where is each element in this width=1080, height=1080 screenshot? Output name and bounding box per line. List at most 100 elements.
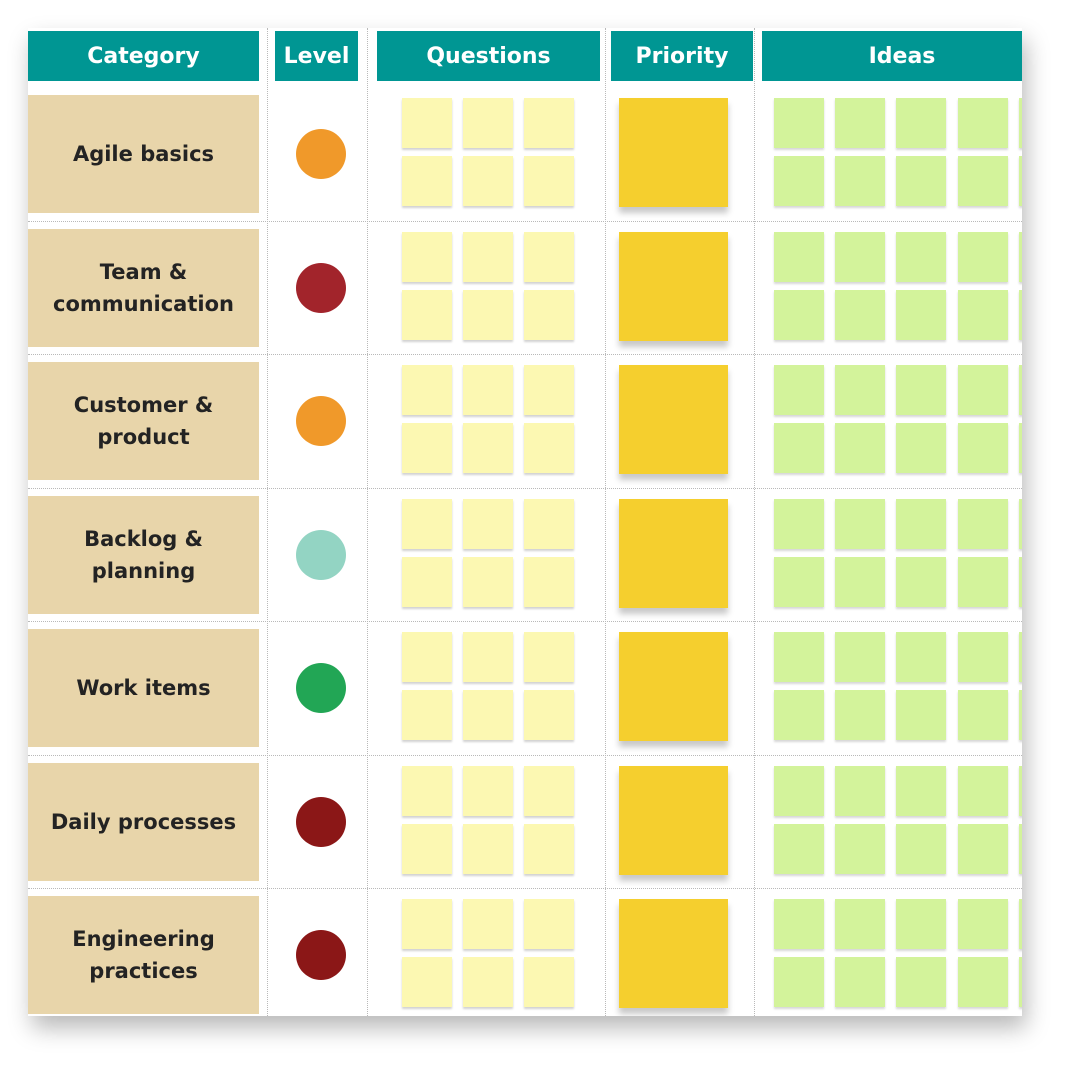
question-sticky-note[interactable] [463, 98, 513, 148]
idea-sticky-note[interactable] [896, 232, 946, 282]
question-sticky-note[interactable] [463, 232, 513, 282]
question-sticky-note[interactable] [524, 899, 574, 949]
question-sticky-note[interactable] [463, 766, 513, 816]
idea-sticky-note[interactable] [835, 766, 885, 816]
question-sticky-note[interactable] [402, 957, 452, 1007]
idea-sticky-note[interactable] [1019, 690, 1022, 740]
question-sticky-note[interactable] [463, 499, 513, 549]
idea-sticky-note[interactable] [896, 365, 946, 415]
priority-sticky-note[interactable] [619, 632, 728, 741]
priority-sticky-note[interactable] [619, 232, 728, 341]
idea-sticky-note[interactable] [835, 98, 885, 148]
question-sticky-note[interactable] [402, 156, 452, 206]
idea-sticky-note[interactable] [774, 423, 824, 473]
idea-sticky-note[interactable] [835, 957, 885, 1007]
idea-sticky-note[interactable] [774, 499, 824, 549]
idea-sticky-note[interactable] [958, 557, 1008, 607]
question-sticky-note[interactable] [524, 98, 574, 148]
question-sticky-note[interactable] [524, 290, 574, 340]
idea-sticky-note[interactable] [1019, 632, 1022, 682]
priority-sticky-note[interactable] [619, 365, 728, 474]
question-sticky-note[interactable] [402, 98, 452, 148]
idea-sticky-note[interactable] [774, 557, 824, 607]
question-sticky-note[interactable] [402, 499, 452, 549]
question-sticky-note[interactable] [463, 365, 513, 415]
idea-sticky-note[interactable] [896, 98, 946, 148]
question-sticky-note[interactable] [524, 632, 574, 682]
question-sticky-note[interactable] [524, 557, 574, 607]
idea-sticky-note[interactable] [1019, 232, 1022, 282]
question-sticky-note[interactable] [402, 899, 452, 949]
idea-sticky-note[interactable] [896, 824, 946, 874]
question-sticky-note[interactable] [402, 232, 452, 282]
idea-sticky-note[interactable] [896, 899, 946, 949]
question-sticky-note[interactable] [402, 766, 452, 816]
idea-sticky-note[interactable] [1019, 899, 1022, 949]
question-sticky-note[interactable] [524, 824, 574, 874]
question-sticky-note[interactable] [402, 290, 452, 340]
idea-sticky-note[interactable] [835, 156, 885, 206]
question-sticky-note[interactable] [463, 557, 513, 607]
question-sticky-note[interactable] [402, 365, 452, 415]
idea-sticky-note[interactable] [958, 632, 1008, 682]
idea-sticky-note[interactable] [958, 290, 1008, 340]
idea-sticky-note[interactable] [896, 290, 946, 340]
question-sticky-note[interactable] [402, 690, 452, 740]
question-sticky-note[interactable] [402, 557, 452, 607]
idea-sticky-note[interactable] [896, 423, 946, 473]
question-sticky-note[interactable] [524, 499, 574, 549]
idea-sticky-note[interactable] [1019, 499, 1022, 549]
idea-sticky-note[interactable] [958, 156, 1008, 206]
idea-sticky-note[interactable] [1019, 766, 1022, 816]
question-sticky-note[interactable] [524, 365, 574, 415]
idea-sticky-note[interactable] [835, 290, 885, 340]
idea-sticky-note[interactable] [774, 632, 824, 682]
idea-sticky-note[interactable] [835, 899, 885, 949]
idea-sticky-note[interactable] [774, 690, 824, 740]
idea-sticky-note[interactable] [958, 499, 1008, 549]
idea-sticky-note[interactable] [958, 824, 1008, 874]
priority-sticky-note[interactable] [619, 499, 728, 608]
idea-sticky-note[interactable] [896, 957, 946, 1007]
question-sticky-note[interactable] [463, 156, 513, 206]
idea-sticky-note[interactable] [774, 98, 824, 148]
idea-sticky-note[interactable] [774, 232, 824, 282]
question-sticky-note[interactable] [524, 766, 574, 816]
idea-sticky-note[interactable] [896, 156, 946, 206]
priority-sticky-note[interactable] [619, 899, 728, 1008]
idea-sticky-note[interactable] [958, 899, 1008, 949]
question-sticky-note[interactable] [463, 957, 513, 1007]
idea-sticky-note[interactable] [835, 365, 885, 415]
idea-sticky-note[interactable] [1019, 156, 1022, 206]
question-sticky-note[interactable] [463, 632, 513, 682]
idea-sticky-note[interactable] [958, 766, 1008, 816]
idea-sticky-note[interactable] [835, 690, 885, 740]
priority-sticky-note[interactable] [619, 766, 728, 875]
question-sticky-note[interactable] [524, 423, 574, 473]
idea-sticky-note[interactable] [958, 98, 1008, 148]
question-sticky-note[interactable] [463, 690, 513, 740]
question-sticky-note[interactable] [524, 156, 574, 206]
idea-sticky-note[interactable] [835, 232, 885, 282]
idea-sticky-note[interactable] [958, 423, 1008, 473]
idea-sticky-note[interactable] [774, 766, 824, 816]
question-sticky-note[interactable] [524, 232, 574, 282]
question-sticky-note[interactable] [524, 957, 574, 1007]
idea-sticky-note[interactable] [958, 232, 1008, 282]
idea-sticky-note[interactable] [958, 365, 1008, 415]
idea-sticky-note[interactable] [1019, 98, 1022, 148]
idea-sticky-note[interactable] [835, 824, 885, 874]
idea-sticky-note[interactable] [835, 423, 885, 473]
question-sticky-note[interactable] [402, 824, 452, 874]
idea-sticky-note[interactable] [1019, 423, 1022, 473]
idea-sticky-note[interactable] [896, 499, 946, 549]
idea-sticky-note[interactable] [896, 690, 946, 740]
idea-sticky-note[interactable] [835, 557, 885, 607]
question-sticky-note[interactable] [463, 899, 513, 949]
idea-sticky-note[interactable] [774, 957, 824, 1007]
question-sticky-note[interactable] [402, 632, 452, 682]
question-sticky-note[interactable] [524, 690, 574, 740]
idea-sticky-note[interactable] [1019, 365, 1022, 415]
question-sticky-note[interactable] [463, 824, 513, 874]
idea-sticky-note[interactable] [774, 365, 824, 415]
